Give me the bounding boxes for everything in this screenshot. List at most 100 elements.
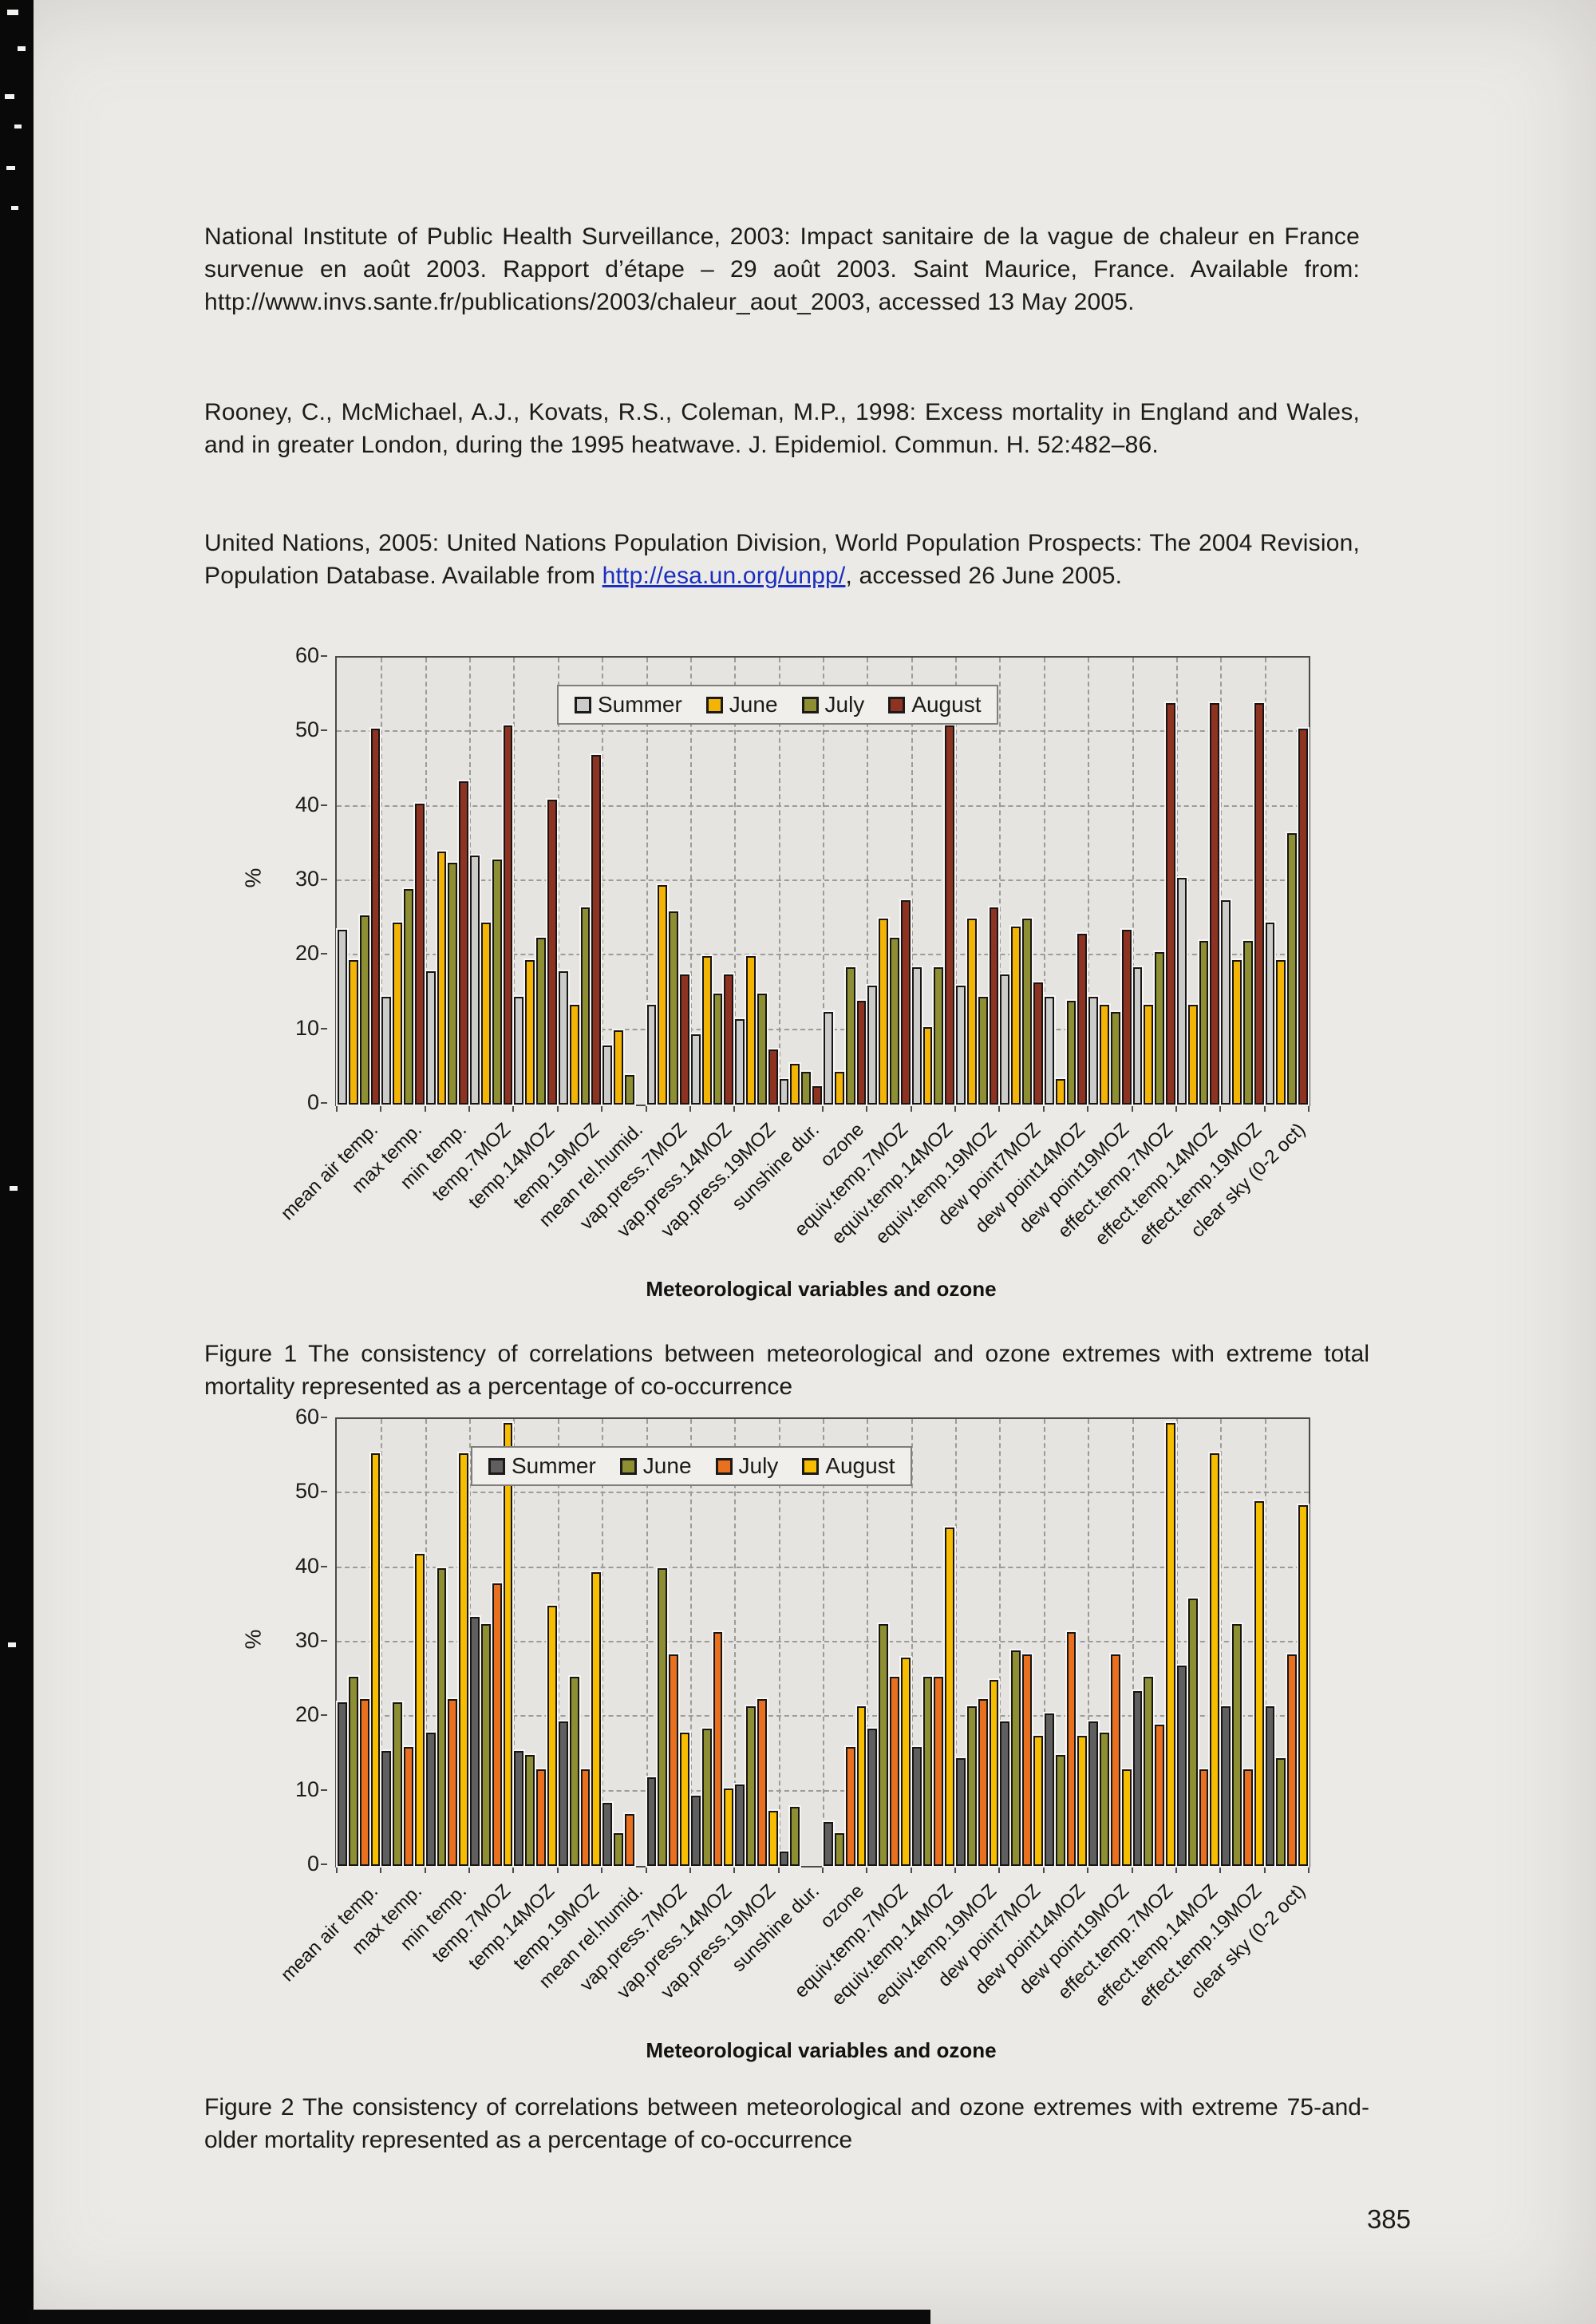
bar-group-temp.14MOZ [512, 658, 559, 1107]
bar-june [965, 917, 978, 1106]
legend-label: June [642, 1453, 692, 1478]
x-tick-mark [998, 1866, 1001, 1873]
bar-summer [1263, 921, 1277, 1106]
figure2-caption: Figure 2 The consistency of correlations… [204, 2094, 1369, 2153]
bar-august [501, 1421, 515, 1868]
reference-invs: National Institute of Public Health Surv… [204, 223, 1360, 315]
bar-june [346, 958, 360, 1107]
figure1-x-axis-title: Meteorological variables and ozone [646, 1277, 997, 1301]
y-tick-label: 20 [294, 941, 319, 966]
bar-group-temp.7MOZ [468, 1419, 515, 1868]
legend-swatch-icon [802, 1457, 820, 1475]
v-gridline [513, 1419, 516, 1866]
bar-group-effect.temp.7MOZ [1131, 658, 1177, 1107]
bar-june [567, 1002, 581, 1107]
bar-june [877, 1622, 891, 1868]
bar-july [1241, 1768, 1254, 1868]
y-tick-label: 50 [294, 717, 319, 742]
bar-summer [424, 1730, 437, 1868]
bar-august [590, 1571, 603, 1868]
bar-august [678, 973, 691, 1106]
bar-august [1252, 701, 1266, 1107]
x-tick-mark [336, 1866, 338, 1873]
bar-group-temp.19MOZ [556, 1419, 603, 1868]
bar-group-mean air temp. [336, 658, 382, 1107]
x-tick-mark [866, 1866, 868, 1873]
bar-summer [954, 984, 967, 1106]
legend-label: July [824, 692, 865, 717]
figure2-x-axis-title: Meteorological variables and ozone [646, 2038, 997, 2062]
bar-june [479, 1622, 492, 1868]
bar-july [622, 1073, 636, 1106]
bar-july [667, 910, 681, 1106]
bar-group-dew point7MOZ [998, 1419, 1045, 1868]
x-tick-mark [822, 1105, 824, 1112]
bar-august [855, 1705, 868, 1868]
bar-august [369, 727, 382, 1106]
bar-summer [866, 984, 879, 1106]
x-tick-mark [1131, 1105, 1133, 1112]
bar-june [612, 1029, 625, 1106]
bar-group-sunshine dur. [777, 658, 824, 1107]
bar-august [1120, 928, 1133, 1106]
bar-june [391, 1701, 405, 1868]
bar-group-mean air temp. [336, 1419, 382, 1868]
v-gridline [955, 1419, 958, 1866]
bar-july [1108, 1010, 1122, 1106]
bar-group-vap.press.7MOZ [645, 658, 691, 1107]
bar-summer [512, 995, 526, 1106]
un-population-link[interactable]: http://esa.un.org/unpp/ [602, 563, 846, 589]
x-tick-mark [1308, 1105, 1310, 1112]
bar-group-equiv.temp.19MOZ [954, 658, 1001, 1106]
x-tick-mark [954, 1866, 957, 1873]
v-gridline [425, 1419, 427, 1866]
bar-july [1065, 1630, 1078, 1868]
bar-summer [866, 1727, 879, 1868]
x-tick-mark [689, 1866, 691, 1873]
bar-august [1297, 727, 1310, 1106]
y-tick-mark [321, 1864, 327, 1865]
bar-group-effect.temp.14MOZ [1175, 658, 1222, 1107]
y-tick-label: 50 [294, 1479, 319, 1504]
bar-july [667, 1652, 681, 1868]
x-tick-mark [733, 1105, 736, 1112]
bar-july [976, 995, 990, 1106]
x-tick-mark [1219, 1105, 1222, 1112]
v-gridline [823, 658, 824, 1105]
legend-label: August [911, 692, 982, 717]
bar-august [1032, 980, 1045, 1107]
x-tick-mark [1087, 1105, 1089, 1112]
v-gridline [1175, 1419, 1178, 1866]
figure1-y-axis-label: % [240, 868, 266, 888]
bar-july [1021, 917, 1033, 1106]
v-gridline [1088, 658, 1090, 1105]
bar-summer [424, 969, 437, 1107]
x-tick-mark [777, 1105, 780, 1112]
legend-item-summer: Summer [575, 692, 682, 717]
reference-rooney: Rooney, C., McMichael, A.J., Kovats, R.S… [204, 399, 1360, 458]
bar-group-dew point14MOZ [1042, 658, 1089, 1106]
bar-june [567, 1674, 581, 1868]
bar-august [546, 1604, 559, 1868]
v-gridline [1088, 1419, 1090, 1866]
bar-group-vap.press.7MOZ [645, 1419, 691, 1868]
x-tick-mark [601, 1866, 603, 1873]
bar-july [1197, 1768, 1211, 1868]
bar-june [1098, 1730, 1111, 1868]
bar-august [369, 1451, 382, 1868]
x-tick-mark [777, 1866, 780, 1873]
bar-group-equiv.temp.14MOZ [910, 1419, 957, 1868]
bar-june [921, 1025, 934, 1107]
bar-june [1098, 1002, 1111, 1107]
x-tick-mark [336, 1105, 338, 1112]
bar-july [755, 1697, 768, 1868]
bar-august [722, 1786, 736, 1868]
bar-june [1142, 1674, 1156, 1868]
bar-june [523, 958, 537, 1107]
reference-united-nations: United Nations, 2005: United Nations Pop… [204, 527, 1360, 592]
x-tick-mark [998, 1105, 1001, 1112]
bar-july [402, 887, 415, 1106]
bar-august [457, 779, 471, 1107]
y-tick-mark [321, 1565, 327, 1567]
